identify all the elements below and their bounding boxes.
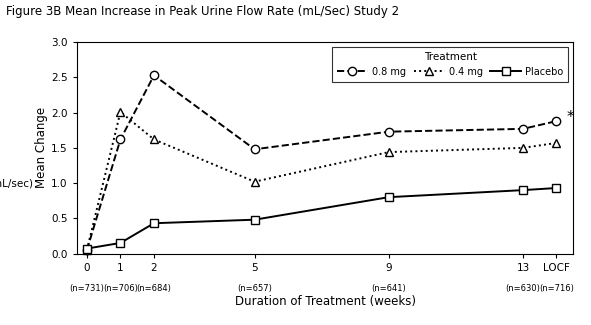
Text: (mL/sec): (mL/sec) <box>0 178 33 188</box>
Text: (n=731): (n=731) <box>70 284 105 293</box>
Text: Figure 3B Mean Increase in Peak Urine Flow Rate (mL/Sec) Study 2: Figure 3B Mean Increase in Peak Urine Fl… <box>6 5 399 18</box>
0.4 mg <box>519 146 527 150</box>
Line: 0.8 mg: 0.8 mg <box>83 71 561 254</box>
0.8 mg <box>553 119 560 123</box>
Legend: 0.8 mg, 0.4 mg, Placebo: 0.8 mg, 0.4 mg, Placebo <box>332 47 569 82</box>
0.4 mg <box>251 180 258 184</box>
0.4 mg <box>151 137 158 141</box>
Y-axis label: Mean Change: Mean Change <box>35 107 48 188</box>
0.4 mg <box>83 248 90 252</box>
0.8 mg <box>251 147 258 151</box>
0.8 mg <box>117 137 124 141</box>
Placebo <box>553 186 560 190</box>
0.4 mg <box>553 141 560 145</box>
0.8 mg <box>151 73 158 77</box>
Text: (n=630): (n=630) <box>505 284 540 293</box>
Text: (n=706): (n=706) <box>103 284 138 293</box>
Placebo <box>151 221 158 225</box>
Placebo <box>117 241 124 245</box>
Text: (n=641): (n=641) <box>371 284 406 293</box>
X-axis label: Duration of Treatment (weeks): Duration of Treatment (weeks) <box>235 295 415 308</box>
0.8 mg <box>519 127 527 131</box>
Placebo <box>83 247 90 251</box>
Placebo <box>385 195 392 199</box>
Text: (n=716): (n=716) <box>539 284 574 293</box>
0.8 mg <box>385 130 392 134</box>
0.4 mg <box>385 150 392 154</box>
Placebo <box>251 218 258 222</box>
0.8 mg <box>83 248 90 252</box>
Line: 0.4 mg: 0.4 mg <box>83 108 561 254</box>
Text: (n=684): (n=684) <box>137 284 171 293</box>
Line: Placebo: Placebo <box>83 184 561 253</box>
Placebo <box>519 188 527 192</box>
Text: *: * <box>567 110 574 125</box>
0.4 mg <box>117 110 124 114</box>
Text: (n=657): (n=657) <box>237 284 272 293</box>
